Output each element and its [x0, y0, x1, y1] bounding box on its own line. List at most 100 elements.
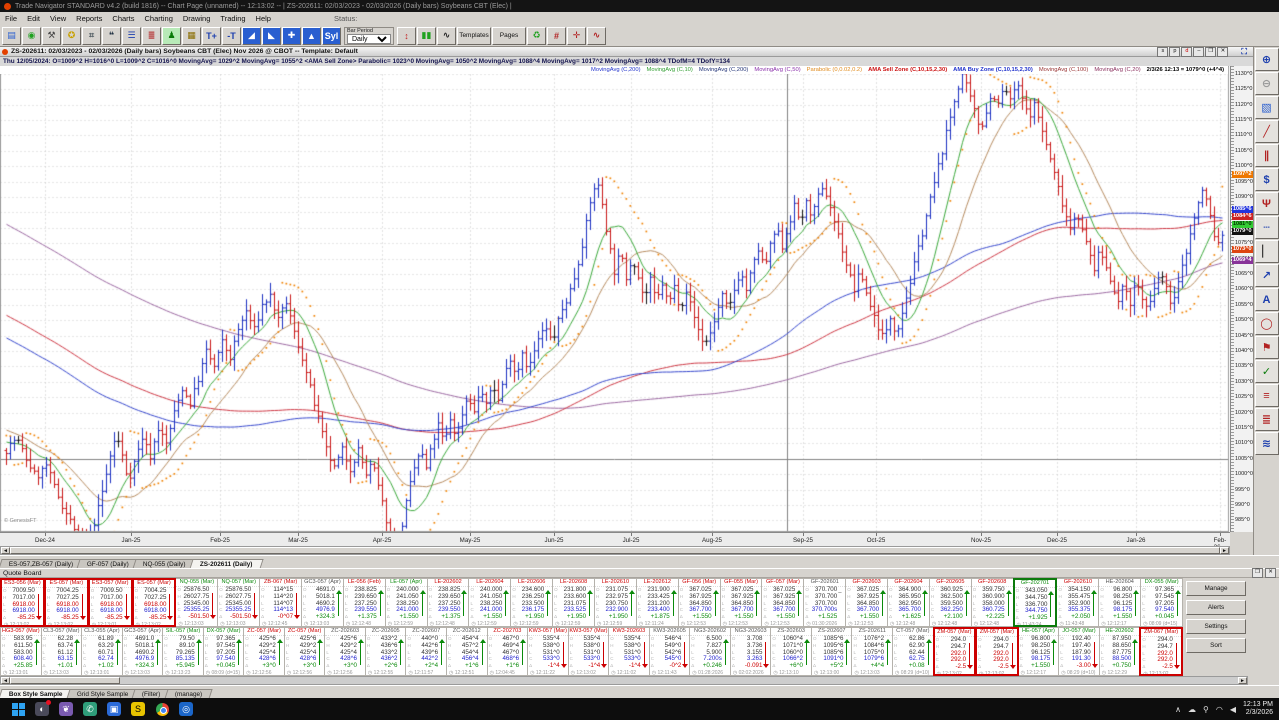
compare-button[interactable]: ⌗ — [82, 26, 101, 45]
price-axis[interactable]: 1130^0 1125^0 1120^0 1115^0 1110^0 1105^0 1100… — [1230, 66, 1253, 532]
quote-cell-LE-202606[interactable]: LE-202606 O H L C Δ 234.600 236.250 233.500 2… — [510, 578, 554, 627]
fan-lines-icon[interactable]: Ψ — [1254, 192, 1279, 215]
chart-zone-button[interactable]: ◣ — [262, 26, 281, 45]
quote-board-close-icon[interactable]: ✕ — [1265, 568, 1276, 578]
app-chrome-icon[interactable] — [150, 700, 174, 718]
minimize-icon[interactable]: – — [1193, 46, 1205, 57]
cage-button[interactable]: ▦ — [182, 26, 201, 45]
print-button[interactable]: p — [1169, 46, 1181, 57]
menu-item-file[interactable]: File — [5, 14, 18, 23]
chart-add-button[interactable]: ✚ — [282, 26, 301, 45]
qb-scroll-left-arrow-icon[interactable]: ◄ — [1, 677, 10, 684]
quote-cell-ZB-067-Mar-[interactable]: ZB-067 (Mar) O H L C Δ 114^15 114^20 114^07 1… — [259, 578, 303, 627]
quote-cell-ZS-202611[interactable]: ZS-202611 O H L C Δ 1076^2 1084^6 1075^0 1079… — [851, 627, 894, 676]
quote-cell-LE-056-Feb-[interactable]: LE-056 (Feb) O H L C Δ 238.825 239.650 237.2… — [342, 578, 386, 627]
app-feather-icon[interactable]: ❦ — [54, 700, 78, 718]
hilo-bars-button[interactable]: # — [547, 26, 566, 45]
quote-cell-ES-057-Mar-[interactable]: ES-057 (Mar) O H L C Δ 7004.25 7027.25 6918.… — [131, 578, 177, 627]
templates-button[interactable]: Templates — [457, 26, 491, 45]
quote-cell-DX-057-Mar-[interactable]: DX-057 (Mar) O H L C Δ 97.365 97.545 97.205 9… — [202, 627, 245, 676]
print-button[interactable]: ▤ — [2, 26, 21, 45]
quote-cell-NG3-202603[interactable]: NG3-202603 O H L C Δ 3.708 3.736 3.155 3.263-… — [729, 627, 772, 676]
text-plus-button[interactable]: T+ — [202, 26, 221, 45]
menu-item-reports[interactable]: Reports — [76, 14, 103, 23]
quote-cell-HE-202604[interactable]: HE-202604 O H L C Δ 96.800 98.250 96.125 98.1… — [1098, 578, 1142, 627]
vertical-line-icon[interactable]: ▏ — [1254, 240, 1279, 263]
wifi-icon[interactable]: ◠ — [1215, 704, 1223, 714]
quote-cell-KW3-057-Mar-[interactable]: KW3-057 (Mar) O H L C Δ 535^4 538^0 531^0 533… — [567, 627, 610, 676]
restore-icon[interactable]: ❐ — [1205, 46, 1217, 57]
app-store-icon[interactable]: ▣ — [102, 700, 126, 718]
quote-cell-HE-057-Apr-[interactable]: HE-057 (Apr) O H L C Δ 96.800 98.250 96.125 9… — [1017, 627, 1060, 676]
recycle-button[interactable]: ♻ — [527, 26, 546, 45]
quote-cell-GC3-057-Apr-[interactable]: GC3-057 (Apr) O H L C Δ 4691.0 5018.1 4690.2… — [121, 627, 164, 676]
menu-item-charting[interactable]: Charting — [144, 14, 173, 23]
chart-scroll-thumb[interactable] — [10, 547, 1220, 554]
quote-cell-ES3-057-Mar-[interactable]: ES3-057 (Mar) O H L C Δ 7009.50 7017.00 6918… — [87, 578, 133, 627]
alerts-button[interactable]: Alerts — [1186, 600, 1246, 615]
flag-icon[interactable]: ⚑ — [1254, 336, 1279, 359]
plus-bars-button[interactable]: ✛ — [567, 26, 586, 45]
text-icon[interactable]: A — [1254, 288, 1279, 311]
quote-cell-HE-202602[interactable]: HE-202602 O H L C Δ 87.950 88.650 87.775 88.5… — [1098, 627, 1141, 676]
quote-cell-GF-202604[interactable]: GF-202604 O H L C Δ 364.900 365.950 362.950 3… — [887, 578, 930, 627]
menu-item-help[interactable]: Help — [255, 14, 271, 23]
parallel-lines-icon[interactable]: ∥ — [1254, 144, 1279, 167]
fib-levels-icon[interactable]: ≡ — [1254, 384, 1279, 407]
quote-cell-LE-202602[interactable]: LE-202602 O H L C Δ 238.825 239.650 237.250 2… — [426, 578, 470, 627]
qb-scroll-right-arrow-icon[interactable]: ► — [1238, 677, 1247, 684]
quote-cell-ZM-067-Mar-[interactable]: ZM-067 (Mar) O H L C Δ 294.0 294.7 292.0 292.… — [1139, 627, 1183, 676]
keys-button[interactable]: ✪ — [62, 26, 81, 45]
quotes-button[interactable]: ❝ — [102, 26, 121, 45]
quote-cell-CL3-057-Mar-[interactable]: CL3-057 (Mar) O H L C Δ 62.28 63.74 61.12 63.… — [40, 627, 83, 676]
checklist-icon[interactable]: ✓ — [1254, 360, 1279, 383]
quote-cell-JO-057-Mar-[interactable]: JO-057 (Mar) O H L C Δ 192.40 197.40 187.90 1… — [1058, 627, 1100, 676]
menu-item-drawing[interactable]: Drawing — [182, 14, 211, 23]
date-axis[interactable]: Dec-24 Jan-25 Feb-25 Mar-25 Apr-25 May-25 Jun-… — [0, 532, 1230, 551]
chart-mountain-button[interactable]: ▲ — [302, 26, 321, 45]
candles-button[interactable]: ▮▮ — [417, 26, 436, 45]
quote-cell-ZC-057-Mar-[interactable]: ZC-057 (Mar) O H L C Δ 425^6 429^2 425^4 428^… — [243, 627, 285, 676]
quote-cell-NQ-055-Mar-[interactable]: NQ-055 (Mar) O H L C Δ 25876.50 26027.75 253… — [175, 578, 219, 627]
quote-cell-ZC-202607[interactable]: ZC-202607 O H L C Δ 440^0 442^6 439^6 442^2 +2… — [405, 627, 448, 676]
sort-button[interactable]: Sort — [1186, 638, 1246, 653]
arrow-icon[interactable]: ↗ — [1254, 264, 1279, 287]
quote-cell-NG3-202602[interactable]: NG3-202602 O H L C Δ 6.500 7.827 5.900 7.200s… — [689, 627, 731, 676]
quote-cell-ZS-202607[interactable]: ZS-202607 O H L C Δ 1085^6 1095^6 1085^6 1091… — [810, 627, 853, 676]
menu-item-trading[interactable]: Trading — [220, 14, 246, 23]
quote-cell-GF-202701[interactable]: GF-202701 O H L C Δ 343.050 344.750 336.700 3… — [1012, 578, 1058, 627]
shapes-icon[interactable]: ◯ — [1254, 312, 1279, 335]
app-mail-icon[interactable]: ◐ — [30, 700, 54, 718]
fib-ext-icon[interactable]: ≣ — [1254, 408, 1279, 431]
price-chart-canvas[interactable] — [0, 66, 1230, 532]
zoom-out-icon[interactable]: ⊖ — [1254, 72, 1279, 95]
quote-cell-ZC-202612[interactable]: ZC-202612 O H L C Δ 454^4 457^2 454^4 456^4 +1… — [446, 627, 488, 676]
quote-cell-ES3-056-Mar-[interactable]: ES3-056 (Mar) O H L C Δ 7009.50 7017.00 6918… — [0, 578, 45, 627]
chevron-up-icon[interactable]: ∧ — [1175, 704, 1182, 714]
quote-cell-SIL-057-Mar-[interactable]: SIL-057 (Mar) O H L C Δ 79.50 89.10 79.265 85… — [162, 627, 204, 676]
traffic-light-button[interactable]: ◉ — [22, 26, 41, 45]
line-mode-button[interactable]: ∿ — [437, 26, 456, 45]
speaker-icon[interactable]: ◀ — [1229, 704, 1237, 714]
quote-cell-LE-202608[interactable]: LE-202608 O H L C Δ 231.800 233.600 231.075 2… — [552, 578, 596, 627]
app-tv-icon[interactable]: ◎ — [174, 700, 198, 718]
zoom-in-icon[interactable]: ⊕ — [1254, 48, 1279, 71]
trader-button[interactable]: ♟ — [162, 26, 181, 45]
quote-cell-ES-057-Mar-[interactable]: ES-057 (Mar) O H L C Δ 7004.25 7027.25 6918.… — [43, 578, 89, 627]
quote-cell-GF-202608[interactable]: GF-202608 O H L C Δ 359.750 360.900 358.000 3… — [970, 578, 1014, 627]
quote-cell-LE-057-Apr-[interactable]: LE-057 (Apr) O H L C Δ 240.000 241.050 238.2… — [384, 578, 428, 627]
quote-cell-LE-202604[interactable]: LE-202604 O H L C Δ 240.000 241.050 238.250 2… — [468, 578, 512, 627]
app-phone-icon[interactable]: ✆ — [78, 700, 102, 718]
curve-button[interactable]: ∿ — [587, 26, 606, 45]
quote-board-title-bar[interactable]: Quote Board ❐ ✕ — [0, 568, 1279, 578]
quote-cell-LE-202610[interactable]: LE-202610 O H L C Δ 231.075 232.975 230.750 2… — [594, 578, 637, 627]
quote-cell-GF-202603[interactable]: GF-202603 O H L C Δ 367.025 367.925 364.850 3… — [845, 578, 889, 627]
manage-button[interactable]: Manage — [1186, 581, 1246, 596]
quote-cell-GF-055-Mar-[interactable]: GF-055 (Mar) O H L C Δ 367.025 367.925 364.8… — [719, 578, 763, 627]
symbol-lookup-button[interactable]: Syl — [322, 26, 341, 45]
settings-button[interactable]: Settings — [1186, 619, 1246, 634]
quote-cell-CT-057-Mar-[interactable]: CT-057 (Mar) O H L C Δ 62.86 62.90 62.44 62.7… — [892, 627, 934, 676]
quote-board-restore-icon[interactable]: ❐ — [1252, 568, 1263, 578]
menu-item-charts[interactable]: Charts — [112, 14, 135, 23]
quote-cell-GF-202605[interactable]: GF-202605 O H L C Δ 360.925 362.500 359.500 3… — [928, 578, 972, 627]
